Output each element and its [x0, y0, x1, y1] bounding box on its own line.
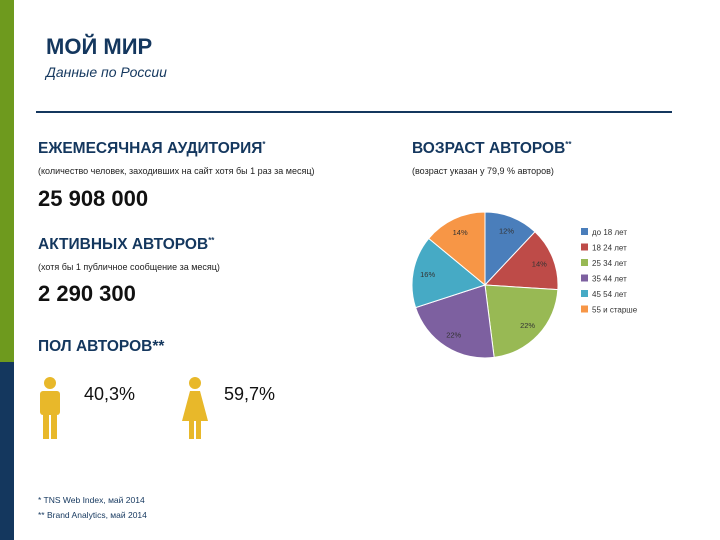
age-heading-text: ВОЗРАСТ АВТОРОВ: [412, 140, 566, 158]
audience-note: (количество человек, заходивших на сайт …: [38, 166, 315, 176]
pie-label-4: 22%: [446, 330, 461, 339]
legend-label-6: 55 и старше: [592, 306, 638, 315]
pie-slice-3: [484, 284, 559, 358]
footnote-2: ** Brand Analytics, май 2014: [38, 510, 147, 520]
female-icon: [182, 377, 208, 439]
legend-label-5: 45 54 лет: [592, 290, 627, 299]
gender-heading: ПОЛ АВТОРОВ**: [38, 338, 165, 355]
legend-label-2: 18 24 лет: [592, 244, 627, 253]
footnote-1: * TNS Web Index, май 2014: [38, 495, 145, 505]
accent-bar-navy: [0, 362, 14, 540]
audience-heading-mark: *: [262, 140, 266, 149]
legend-swatch-2: [581, 243, 588, 251]
pie-slice-4: [414, 284, 495, 359]
page-subtitle: Данные по России: [46, 64, 167, 80]
active-authors-value: 2 290 300: [38, 281, 136, 306]
pie-slice-2: [483, 231, 559, 291]
header-divider: [36, 111, 672, 113]
legend-swatch-3: [581, 259, 588, 266]
age-heading-mark: **: [565, 140, 572, 149]
pie-label-6: 14%: [453, 228, 468, 237]
accent-bar-green: [0, 0, 14, 362]
active-authors-heading-mark: **: [208, 236, 215, 245]
pie-label-3: 22%: [520, 321, 535, 330]
legend-label-4: 35 44 лет: [592, 275, 627, 284]
audience-heading: ЕЖЕМЕСЯЧНАЯ АУДИТОРИЯ*: [38, 140, 266, 158]
pie-slice-5: [411, 237, 487, 309]
active-authors-heading-text: АКТИВНЫХ АВТОРОВ: [38, 236, 209, 254]
active-authors-heading: АКТИВНЫХ АВТОРОВ**: [38, 236, 214, 254]
pie-label-1: 12%: [499, 227, 514, 236]
age-pie-chart: 12% 14% 22% 22% 16% 14% до 18 лет 18 24 лет 25 3…: [411, 211, 638, 359]
pie-slice-6: [428, 211, 486, 287]
legend-swatch-5: [581, 290, 588, 297]
page-title: МОЙ МИР: [46, 34, 153, 59]
male-percent: 40,3%: [84, 384, 136, 404]
legend-label-1: до 18 лет: [592, 228, 627, 237]
audience-value: 25 908 000: [38, 186, 149, 211]
female-percent: 59,7%: [224, 384, 276, 404]
audience-heading-text: ЕЖЕМЕСЯЧНАЯ АУДИТОРИЯ: [38, 140, 263, 158]
legend-swatch-4: [581, 274, 588, 282]
male-icon: [40, 377, 60, 439]
legend-swatch-6: [581, 305, 588, 313]
legend-swatch-1: [581, 228, 588, 235]
pie-label-5: 16%: [420, 270, 435, 279]
age-note: (возраст указан у 79,9 % авторов): [412, 166, 554, 176]
age-heading: ВОЗРАСТ АВТОРОВ**: [412, 140, 572, 158]
active-authors-note: (хотя бы 1 публичное сообщение за месяц): [38, 262, 220, 272]
pie-label-2: 14%: [532, 260, 547, 269]
legend-label-3: 25 34 лет: [592, 259, 627, 268]
